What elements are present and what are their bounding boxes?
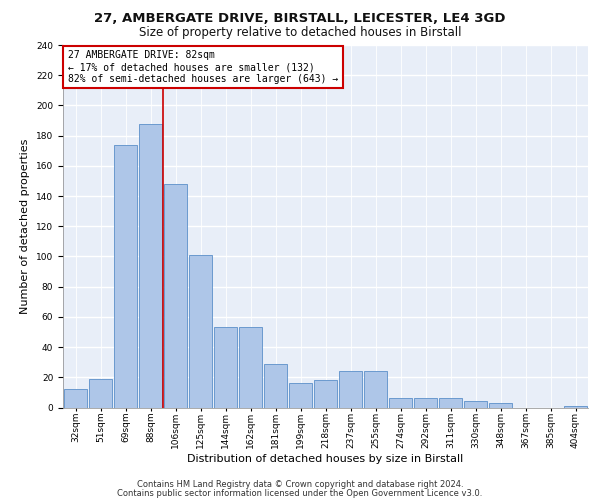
Bar	[164, 184, 187, 408]
Bar	[214, 328, 237, 407]
Bar	[239, 328, 262, 407]
Bar	[89, 379, 112, 408]
Text: Contains HM Land Registry data © Crown copyright and database right 2024.: Contains HM Land Registry data © Crown c…	[137, 480, 463, 489]
Bar	[289, 384, 312, 407]
Text: 27 AMBERGATE DRIVE: 82sqm
← 17% of detached houses are smaller (132)
82% of semi: 27 AMBERGATE DRIVE: 82sqm ← 17% of detac…	[68, 50, 338, 84]
Bar	[264, 364, 287, 408]
Bar	[439, 398, 462, 407]
Bar	[564, 406, 587, 407]
Bar	[189, 255, 212, 408]
Text: 27, AMBERGATE DRIVE, BIRSTALL, LEICESTER, LE4 3GD: 27, AMBERGATE DRIVE, BIRSTALL, LEICESTER…	[94, 12, 506, 26]
Bar	[489, 403, 512, 407]
Bar	[414, 398, 437, 407]
X-axis label: Distribution of detached houses by size in Birstall: Distribution of detached houses by size …	[187, 454, 464, 464]
Bar	[64, 390, 87, 407]
Y-axis label: Number of detached properties: Number of detached properties	[20, 138, 31, 314]
Bar	[114, 144, 137, 408]
Bar	[464, 402, 487, 407]
Text: Size of property relative to detached houses in Birstall: Size of property relative to detached ho…	[139, 26, 461, 39]
Bar	[339, 371, 362, 408]
Bar	[139, 124, 162, 408]
Bar	[364, 371, 387, 408]
Bar	[389, 398, 412, 407]
Text: Contains public sector information licensed under the Open Government Licence v3: Contains public sector information licen…	[118, 488, 482, 498]
Bar	[314, 380, 337, 407]
